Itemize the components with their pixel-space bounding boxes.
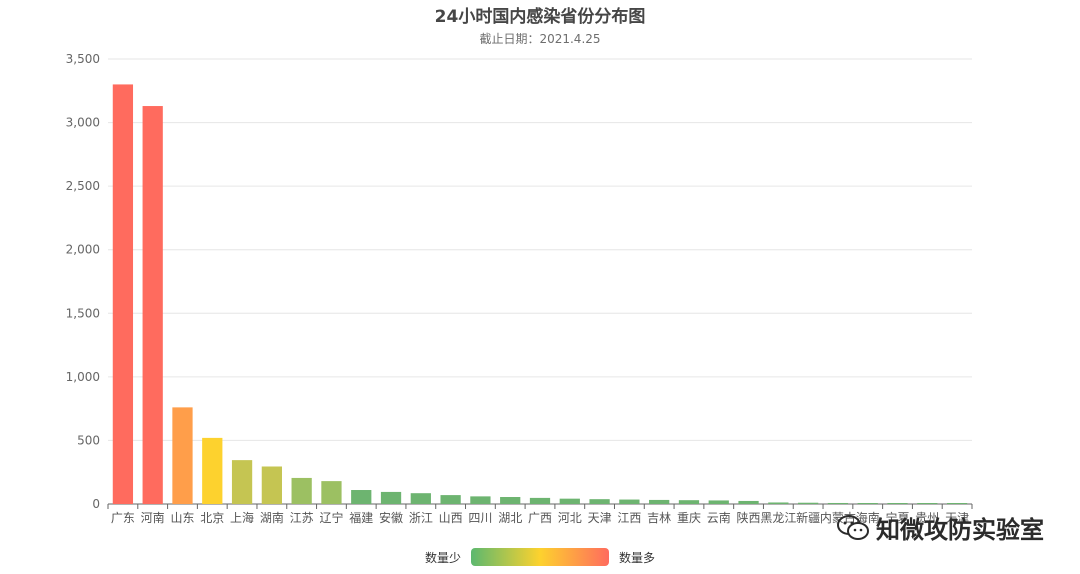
- bar: [470, 496, 491, 504]
- bar: [172, 407, 193, 504]
- bar: [857, 503, 878, 504]
- x-tick-label: 辽宁: [319, 510, 343, 525]
- x-tick-label: 北京: [200, 511, 224, 525]
- y-tick-label: 0: [92, 497, 100, 511]
- chart-subtitle: 截止日期：2021.4.25: [479, 32, 601, 46]
- bar: [589, 499, 610, 504]
- x-tick-label: 四川: [468, 511, 492, 525]
- x-tick-label: 黑龙江: [760, 511, 796, 525]
- bar: [827, 502, 849, 504]
- x-tick-label: 天津: [588, 511, 612, 525]
- bar: [142, 106, 163, 505]
- bar: [321, 481, 342, 504]
- x-tick-label: 新疆: [796, 510, 820, 525]
- bar: [559, 498, 580, 504]
- x-tick-label: 陕西: [737, 510, 761, 525]
- x-tick-label: 江苏: [290, 511, 314, 525]
- chart-title: 24小时国内感染省份分布图: [434, 7, 646, 27]
- bar: [351, 490, 372, 504]
- x-tick-label: 山东: [170, 511, 194, 525]
- y-tick-label: 3,000: [66, 116, 100, 130]
- x-tick-label: 广东: [111, 511, 135, 525]
- bar: [798, 502, 819, 504]
- y-tick-label: 1,000: [66, 370, 100, 384]
- bar: [261, 466, 282, 504]
- bar: [946, 503, 968, 504]
- bar: [380, 491, 402, 504]
- bar: [887, 503, 908, 504]
- x-tick-label: 内蒙古: [820, 510, 856, 525]
- x-tick-label: 上海: [230, 510, 254, 525]
- x-tick-label: 吉林: [647, 511, 671, 525]
- bar: [231, 460, 253, 504]
- bar: [738, 500, 759, 504]
- y-tick-label: 2,000: [66, 243, 100, 257]
- x-tick-label: 湖南: [260, 510, 284, 525]
- bar: [678, 500, 700, 504]
- x-tick-label: 河南: [141, 510, 165, 525]
- y-tick-label: 2,500: [66, 179, 100, 193]
- x-tick-label: 广西: [528, 511, 552, 525]
- x-tick-label: 江西: [617, 511, 641, 525]
- bar: [440, 495, 461, 504]
- x-tick-label: 海南: [856, 510, 880, 525]
- y-tick-label: 3,500: [66, 52, 100, 66]
- bar: [112, 84, 134, 504]
- y-tick-label: 1,500: [66, 306, 100, 320]
- legend-low-label: 数量少: [424, 550, 461, 565]
- x-tick-label: 湖北: [498, 510, 522, 525]
- bar: [649, 499, 670, 504]
- bar: [529, 497, 551, 504]
- bar: [410, 493, 431, 504]
- bar: [768, 502, 789, 504]
- x-tick-label: 宁夏: [886, 510, 910, 525]
- legend-gradient-bar[interactable]: [471, 548, 609, 566]
- x-tick-label: 云南: [707, 510, 731, 525]
- x-tick-label: 福建: [349, 510, 373, 525]
- x-tick-label: 河北: [558, 511, 582, 525]
- x-tick-label: 安徽: [379, 510, 403, 525]
- x-tick-label: 浙江: [409, 511, 433, 525]
- x-tick-label: 贵州: [915, 511, 939, 525]
- legend-high-label: 数量多: [619, 550, 656, 565]
- watermark: 知微攻防实验室: [836, 510, 1044, 545]
- x-tick-label: 天津: [945, 511, 969, 525]
- visual-map-legend[interactable]: 数量少 数量多: [0, 548, 1080, 566]
- bar: [500, 497, 521, 504]
- bar: [291, 477, 312, 504]
- bar: [202, 437, 223, 504]
- bar: [708, 500, 729, 504]
- x-tick-label: 山西: [439, 511, 463, 525]
- x-tick-label: 重庆: [677, 511, 701, 525]
- wechat-icon: [837, 514, 869, 540]
- bar: [619, 499, 640, 504]
- watermark-text: 知微攻防实验室: [876, 516, 1044, 544]
- y-tick-label: 500: [77, 433, 100, 447]
- bar: [917, 503, 938, 504]
